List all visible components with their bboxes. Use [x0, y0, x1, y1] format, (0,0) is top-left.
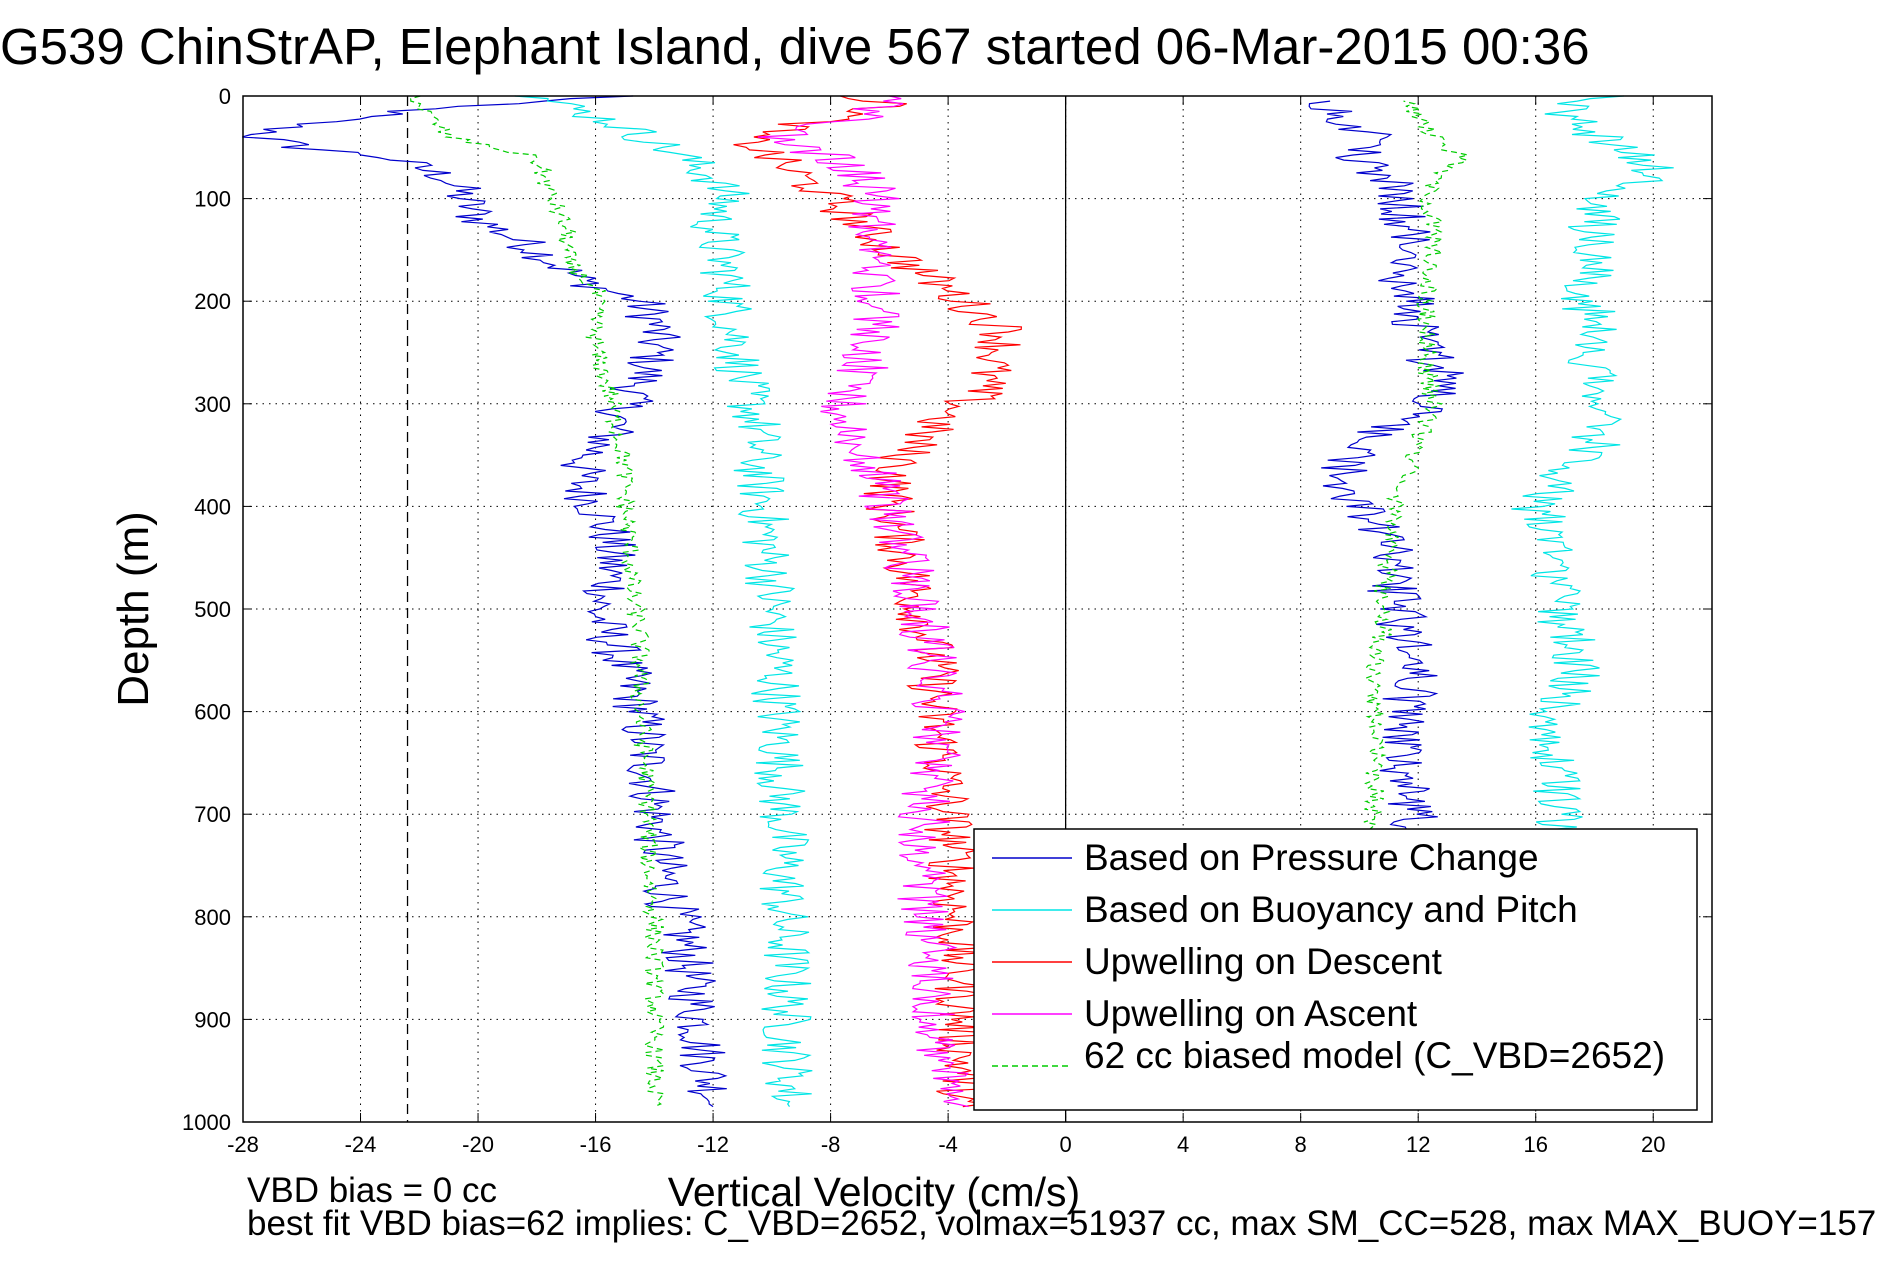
x-axis-label: Vertical Velocity (cm/s) — [668, 1169, 1080, 1215]
series-line-4 — [733, 95, 1023, 1108]
chart-title: G539 ChinStrAP, Elephant Island, dive 56… — [0, 18, 1590, 75]
x-tick-label: 0 — [1060, 1132, 1072, 1157]
y-tick-label: 400 — [194, 494, 231, 519]
x-tick-label: 20 — [1641, 1132, 1665, 1157]
x-tick-label: -4 — [938, 1132, 958, 1157]
y-tick-label: 1000 — [182, 1110, 231, 1135]
data-series — [242, 95, 1674, 1108]
legend-box — [973, 828, 1698, 1111]
x-axis-ticks: -28 -24 -20 -16 -12 -8 -4 0 4 8 12 16 20 — [227, 96, 1665, 1157]
y-tick-label: 500 — [194, 597, 231, 622]
legend-label-ascent: Upwelling on Ascent — [1084, 993, 1418, 1034]
legend-label-model: 62 cc biased model (C_VBD=2652) — [1084, 1035, 1665, 1076]
series-line-6 — [410, 95, 666, 1108]
footer-best-fit: best fit VBD bias=62 implies: C_VBD=2652… — [247, 1204, 1876, 1243]
footer-vbd-bias: VBD bias = 0 cc — [247, 1171, 497, 1210]
series-line-2 — [514, 95, 813, 1107]
series-line-0 — [242, 95, 728, 1108]
x-tick-label: -8 — [821, 1132, 841, 1157]
x-tick-label: -24 — [345, 1132, 377, 1157]
legend-label-pressure: Based on Pressure Change — [1084, 837, 1539, 878]
x-tick-label: 4 — [1177, 1132, 1189, 1157]
y-tick-label: 0 — [219, 84, 231, 109]
series-line-5 — [757, 95, 969, 1108]
y-axis-label: Depth (m) — [109, 511, 158, 707]
x-tick-label: 12 — [1406, 1132, 1430, 1157]
legend-label-descent: Upwelling on Descent — [1084, 941, 1443, 982]
y-tick-label: 700 — [194, 802, 231, 827]
x-tick-label: 16 — [1523, 1132, 1547, 1157]
x-tick-label: -12 — [697, 1132, 729, 1157]
reference-lines — [406, 96, 1067, 1122]
y-tick-label: 100 — [194, 187, 231, 212]
x-tick-label: 8 — [1295, 1132, 1307, 1157]
x-tick-label: -16 — [580, 1132, 612, 1157]
legend: Based on Pressure Change Based on Buoyan… — [973, 828, 1698, 1111]
y-axis-ticks: 0 100 200 300 400 500 600 700 800 900 1000 — [182, 84, 1712, 1135]
y-tick-label: 800 — [194, 905, 231, 930]
y-tick-label: 900 — [194, 1007, 231, 1032]
legend-label-buoyancy: Based on Buoyancy and Pitch — [1084, 889, 1578, 930]
y-tick-label: 600 — [194, 700, 231, 725]
y-tick-label: 200 — [194, 289, 231, 314]
x-tick-label: -28 — [227, 1132, 259, 1157]
x-tick-label: -20 — [462, 1132, 494, 1157]
y-tick-label: 300 — [194, 392, 231, 417]
